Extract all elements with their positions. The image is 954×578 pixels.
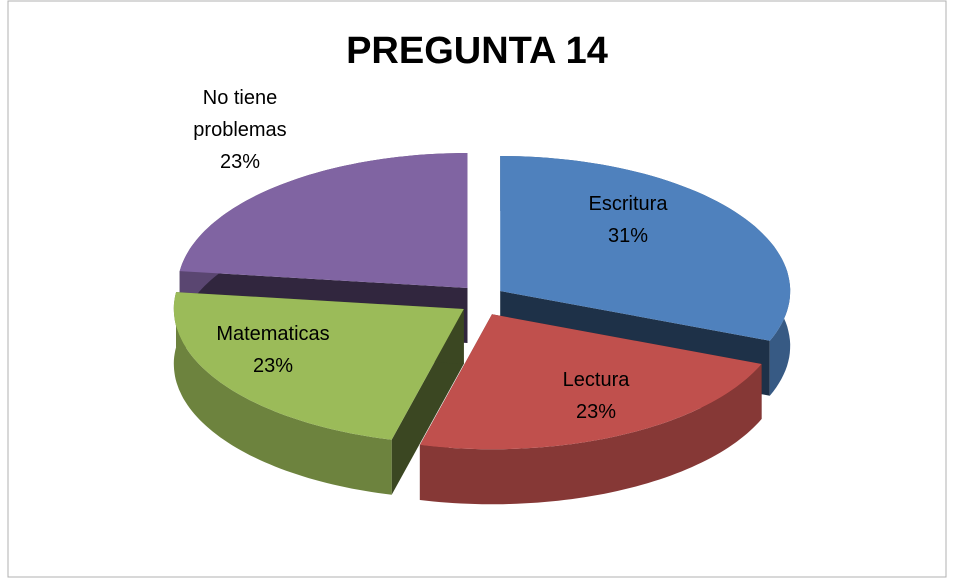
slice-top: [173, 292, 464, 440]
slice-value-label: 23%: [252, 355, 294, 377]
slice: [173, 292, 464, 495]
slice-category-label: Matematicas: [216, 323, 330, 345]
slice-value-label: 23%: [219, 151, 261, 173]
slice-category-label: Escritura: [588, 193, 668, 215]
slice-top: [419, 314, 762, 450]
chart-title: PREGUNTA 14: [346, 30, 608, 72]
slice: [419, 314, 762, 505]
slice-edge: [419, 364, 762, 505]
slice-value-label: 23%: [575, 401, 617, 423]
slice-top: [500, 156, 791, 341]
slice-top: [179, 153, 468, 288]
slice-value-label: 31%: [607, 225, 649, 247]
slice-category-label: Lectura: [562, 369, 630, 391]
slice-edge: [173, 292, 392, 495]
slice-category-label: No tiene problemas: [193, 87, 287, 141]
